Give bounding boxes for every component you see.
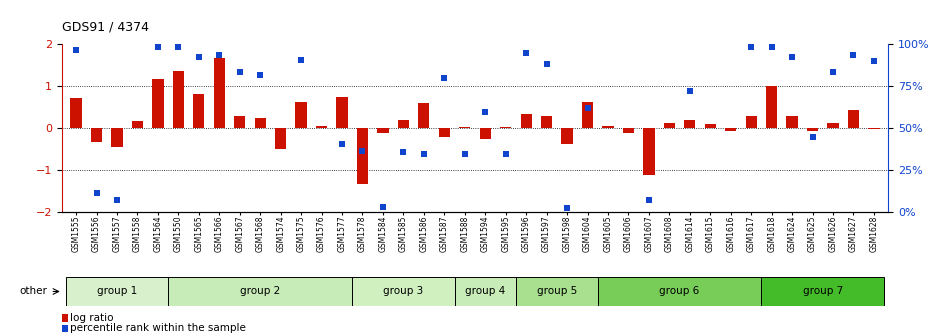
Bar (352, 277, 454, 306)
Bar (418, 103, 429, 128)
Text: group 7: group 7 (803, 287, 843, 296)
Bar (725, 128, 736, 131)
Bar (234, 116, 245, 128)
Point (191, 54, 206, 60)
Text: group 3: group 3 (383, 287, 424, 296)
Point (437, 76, 452, 81)
Bar (561, 128, 573, 144)
Bar (398, 120, 409, 128)
Bar (62, 325, 68, 332)
Text: percentile rank within the sample: percentile rank within the sample (70, 323, 246, 333)
Bar (66, 277, 168, 306)
Bar (664, 123, 675, 128)
Bar (459, 127, 470, 128)
Text: log ratio: log ratio (70, 313, 114, 323)
Bar (316, 126, 327, 128)
Point (744, 44, 759, 50)
Bar (521, 114, 532, 128)
Point (580, 105, 595, 110)
Bar (255, 119, 266, 128)
Bar (787, 116, 798, 128)
Bar (336, 97, 348, 128)
Text: group 1: group 1 (97, 287, 137, 296)
Point (212, 53, 227, 58)
Point (519, 50, 534, 56)
Bar (761, 277, 884, 306)
Point (478, 109, 493, 115)
Bar (295, 102, 307, 128)
Point (171, 44, 186, 50)
Point (89, 190, 104, 196)
Point (375, 205, 390, 210)
Bar (480, 128, 491, 139)
Point (539, 61, 554, 67)
Bar (602, 126, 614, 128)
Bar (623, 128, 634, 133)
Bar (807, 128, 818, 131)
Bar (868, 128, 880, 129)
Bar (827, 123, 839, 128)
Bar (598, 277, 761, 306)
Bar (214, 58, 225, 128)
Bar (168, 277, 352, 306)
Bar (500, 127, 511, 128)
Point (457, 151, 472, 157)
Text: group 2: group 2 (240, 287, 280, 296)
Bar (91, 128, 103, 142)
Bar (766, 86, 777, 128)
Point (498, 151, 513, 157)
Point (560, 206, 575, 211)
Text: other: other (19, 287, 47, 296)
Bar (746, 116, 757, 128)
Bar (152, 79, 163, 128)
Point (294, 57, 309, 62)
Point (68, 47, 84, 53)
Point (355, 148, 370, 154)
Point (785, 54, 800, 60)
Point (846, 53, 861, 58)
Bar (132, 121, 143, 128)
Bar (847, 110, 859, 128)
Point (253, 73, 268, 78)
Bar (275, 128, 286, 149)
Bar (516, 277, 598, 306)
Text: GDS91 / 4374: GDS91 / 4374 (62, 20, 149, 34)
Point (805, 134, 820, 140)
Point (334, 141, 350, 146)
Bar (582, 102, 593, 128)
Bar (357, 128, 368, 184)
Point (396, 150, 411, 155)
Text: group 5: group 5 (537, 287, 577, 296)
Point (416, 151, 431, 157)
Point (682, 88, 697, 93)
Point (826, 70, 841, 75)
Point (232, 70, 247, 75)
Bar (70, 98, 82, 128)
Bar (541, 116, 552, 128)
Point (109, 197, 124, 203)
Point (764, 44, 779, 50)
Bar (62, 314, 68, 322)
Bar (377, 128, 389, 133)
Bar (173, 71, 184, 128)
Text: group 6: group 6 (659, 287, 700, 296)
Bar (439, 128, 450, 137)
Bar (684, 120, 695, 128)
Bar (454, 277, 516, 306)
Text: group 4: group 4 (466, 287, 505, 296)
Point (866, 59, 882, 64)
Bar (111, 128, 123, 146)
Point (641, 197, 656, 203)
Bar (643, 128, 655, 175)
Bar (705, 124, 716, 128)
Bar (193, 94, 204, 128)
Point (150, 44, 165, 50)
